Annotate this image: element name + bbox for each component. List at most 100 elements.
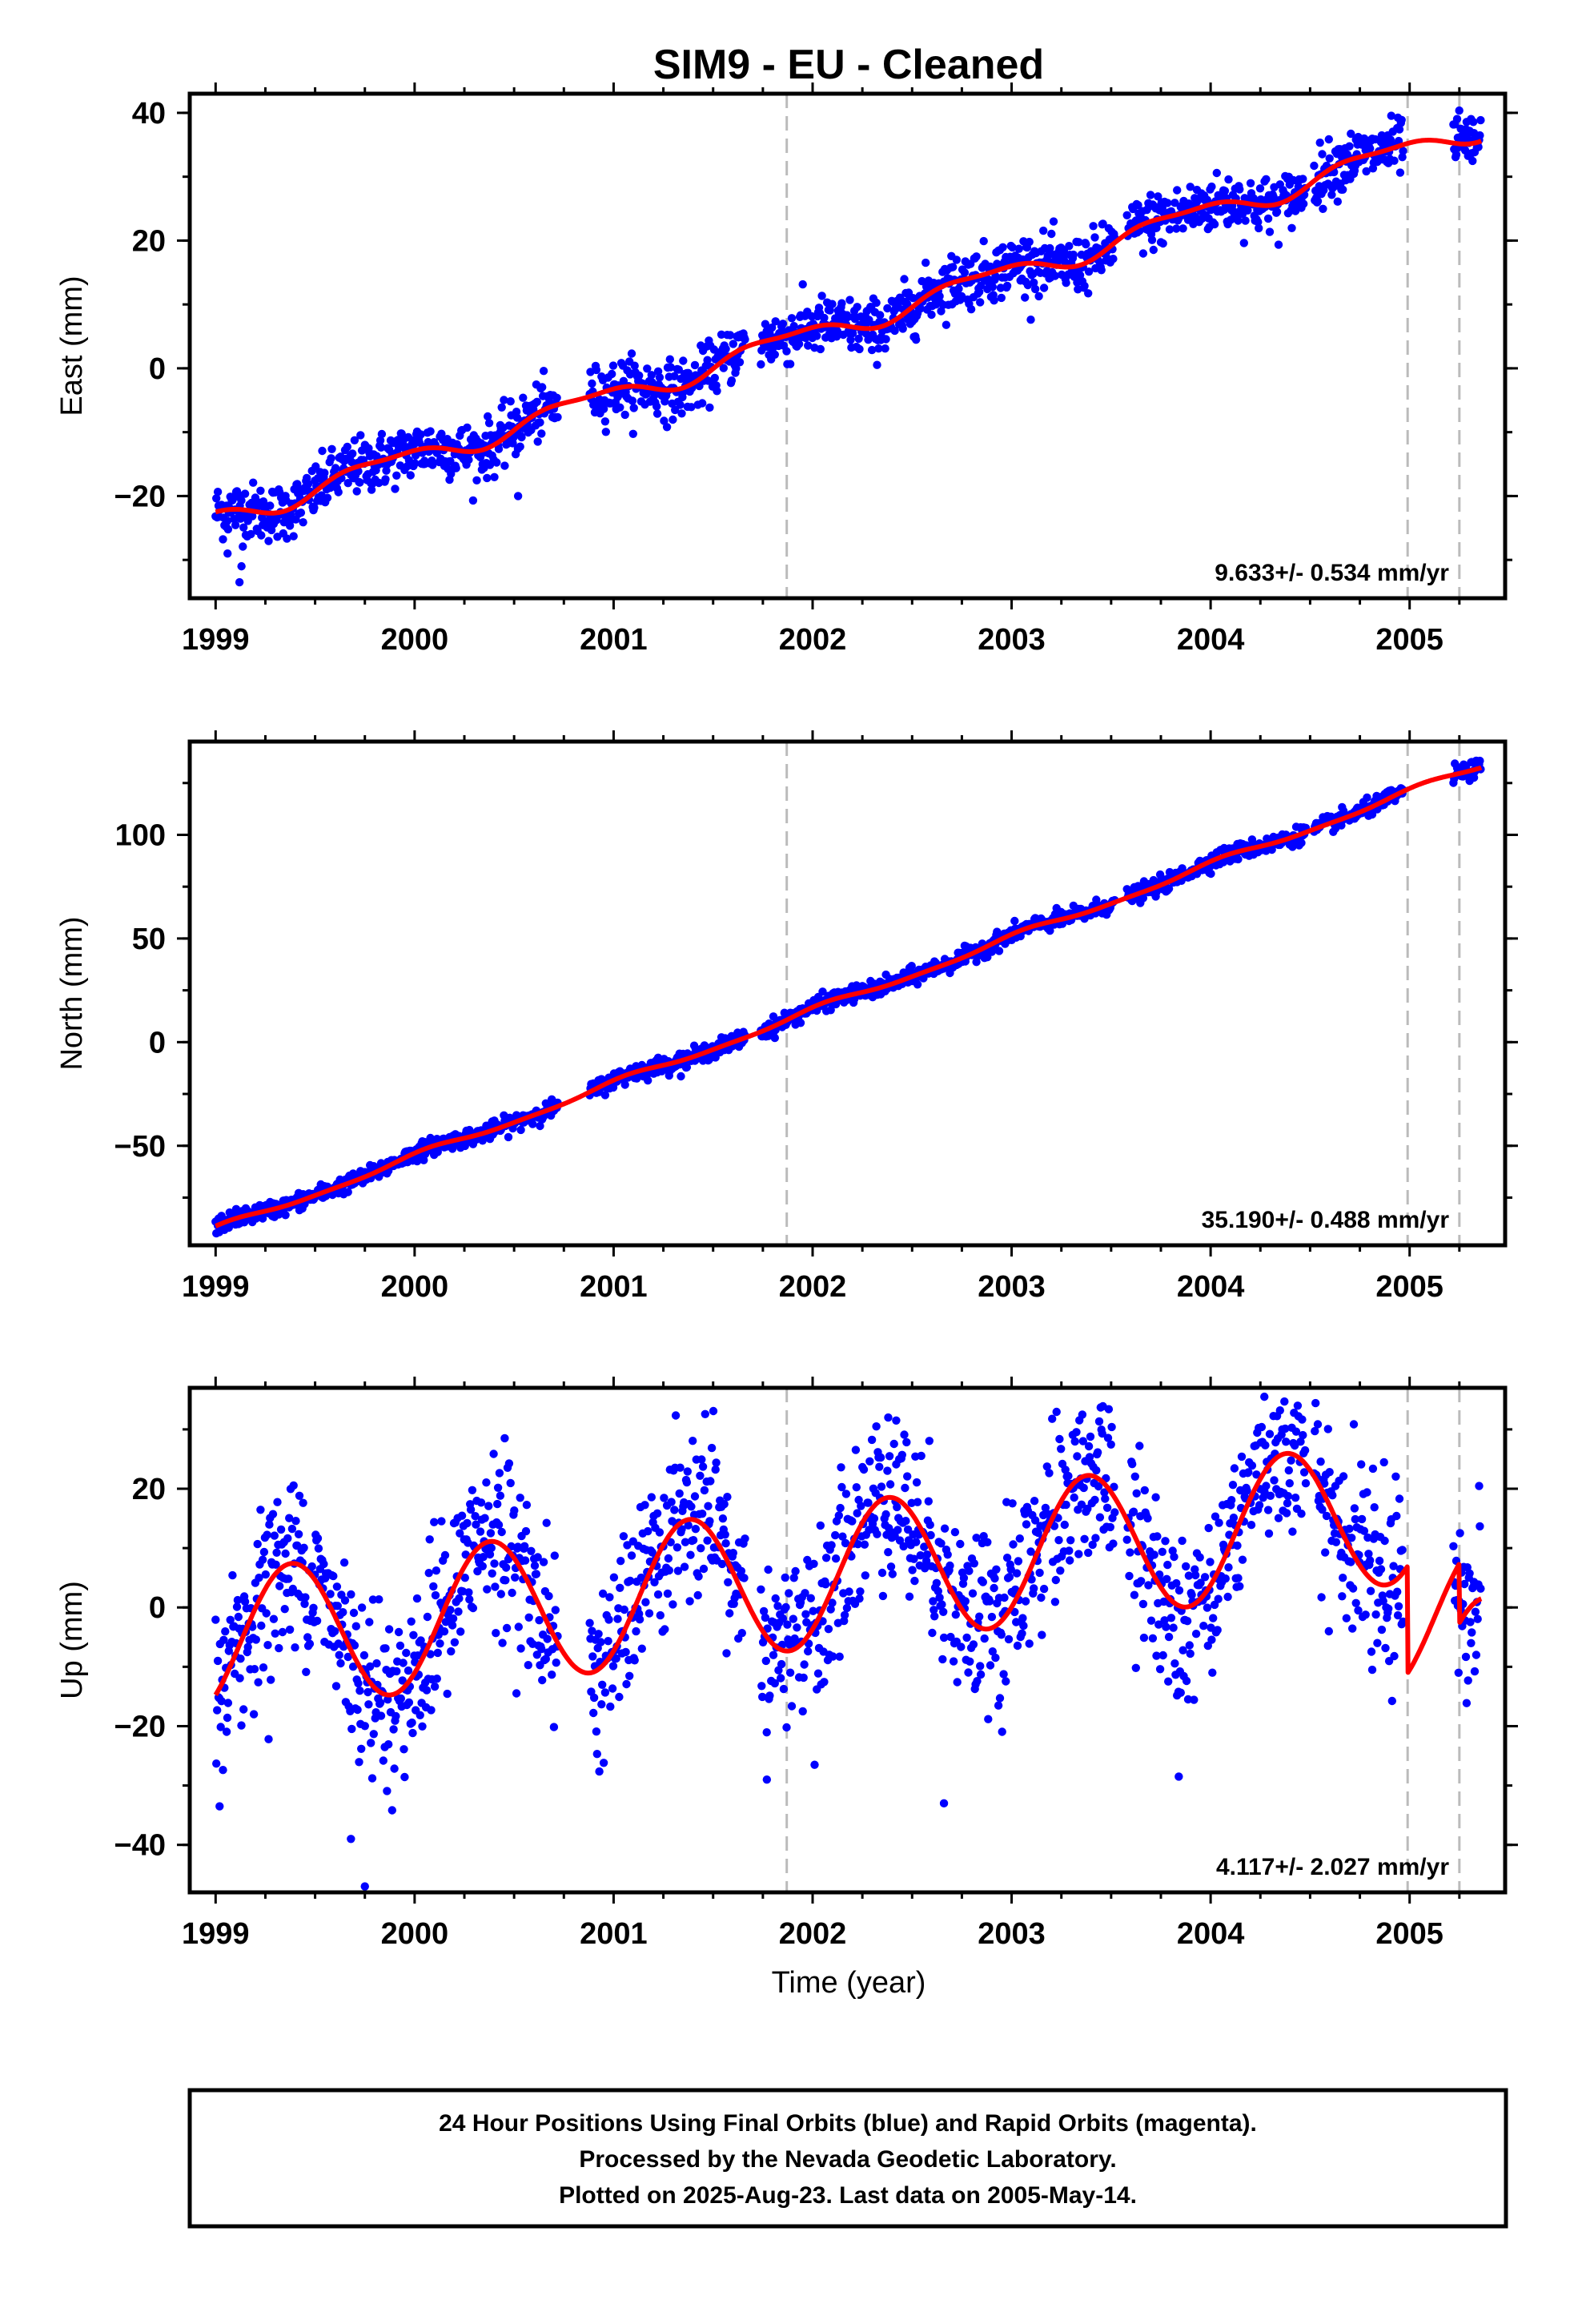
data-point — [621, 1647, 630, 1657]
y-tick-label: 40 — [132, 97, 166, 131]
data-point — [1324, 135, 1334, 144]
data-point — [492, 1629, 500, 1638]
data-point — [913, 1498, 922, 1506]
data-point — [348, 449, 357, 458]
data-point — [926, 1520, 934, 1530]
data-point — [1018, 1614, 1027, 1622]
data-point — [283, 1534, 292, 1543]
data-point — [437, 429, 446, 438]
data-point — [524, 1613, 533, 1622]
data-point — [484, 419, 494, 428]
data-point — [284, 1574, 293, 1583]
data-point — [215, 1802, 224, 1811]
data-point — [1209, 1614, 1218, 1622]
x-tick-label: 1999 — [182, 1917, 250, 1951]
data-point — [961, 1597, 970, 1606]
x-tick-label: 2002 — [779, 1270, 847, 1304]
data-point — [1241, 216, 1250, 225]
data-point — [497, 1527, 506, 1537]
data-point — [416, 1711, 424, 1719]
data-point — [303, 480, 313, 489]
data-point — [771, 317, 780, 326]
data-point — [375, 1699, 385, 1707]
data-point — [910, 1576, 919, 1586]
data-point — [768, 323, 777, 332]
data-point — [606, 1702, 615, 1711]
data-point — [478, 1562, 487, 1571]
data-point — [514, 1622, 523, 1631]
data-point — [640, 1501, 649, 1510]
data-point — [999, 1670, 1008, 1679]
data-point — [1150, 1550, 1158, 1559]
data-point — [949, 263, 958, 271]
data-point — [589, 1693, 599, 1703]
data-point — [1073, 1452, 1082, 1461]
data-point — [1074, 1550, 1083, 1558]
data-point — [313, 1534, 323, 1543]
data-point — [347, 1724, 356, 1734]
data-point — [655, 1528, 665, 1537]
data-point — [1047, 229, 1056, 239]
data-point — [900, 1430, 909, 1439]
data-point — [275, 1582, 284, 1590]
data-point — [1399, 147, 1407, 155]
data-point — [494, 444, 504, 453]
data-point — [1050, 271, 1060, 280]
data-point — [1284, 1466, 1294, 1475]
data-point — [1182, 1617, 1192, 1626]
data-point — [349, 1608, 359, 1618]
data-point — [701, 1409, 709, 1419]
data-point — [1038, 1630, 1046, 1639]
x-tick-label: 2003 — [978, 623, 1046, 657]
model-fit-line — [214, 138, 1484, 516]
data-point — [816, 1521, 825, 1530]
data-point — [256, 486, 265, 495]
data-point — [605, 1593, 614, 1602]
data-point — [357, 1603, 367, 1612]
data-point — [336, 1659, 345, 1668]
data-point — [809, 1559, 818, 1569]
data-point — [1057, 1445, 1066, 1454]
data-point — [851, 1445, 861, 1454]
data-point — [350, 436, 359, 444]
data-point — [608, 361, 618, 370]
data-point — [1221, 1574, 1231, 1583]
data-point — [804, 341, 813, 350]
data-point — [440, 1627, 449, 1636]
data-point — [320, 468, 329, 477]
data-point — [608, 1684, 617, 1693]
data-point — [468, 496, 478, 505]
data-point — [343, 442, 351, 452]
data-point — [835, 1652, 844, 1661]
data-point — [553, 412, 562, 422]
data-point — [956, 1539, 965, 1549]
data-point — [511, 1573, 520, 1582]
data-point — [367, 1774, 377, 1783]
data-point — [696, 1471, 705, 1481]
data-point — [422, 1686, 432, 1695]
data-point — [396, 1694, 405, 1703]
data-point — [272, 1548, 281, 1558]
data-point — [665, 1566, 673, 1575]
data-point — [821, 1554, 831, 1562]
data-point — [355, 1687, 364, 1695]
data-point — [1146, 191, 1155, 199]
data-point — [455, 1594, 464, 1603]
data-point — [1313, 197, 1323, 206]
data-point — [661, 1625, 669, 1634]
data-point — [892, 1416, 901, 1425]
data-point — [609, 1573, 619, 1582]
data-point — [670, 372, 679, 380]
data-point — [528, 1120, 537, 1128]
data-point — [793, 1623, 801, 1632]
data-point — [1162, 1574, 1171, 1584]
data-point — [1139, 1633, 1149, 1642]
data-point — [213, 488, 223, 497]
data-point — [1468, 156, 1477, 166]
data-point — [1390, 156, 1399, 165]
data-point — [675, 1489, 684, 1498]
data-point — [698, 399, 707, 408]
data-point — [1345, 142, 1354, 151]
data-point — [798, 1707, 807, 1716]
